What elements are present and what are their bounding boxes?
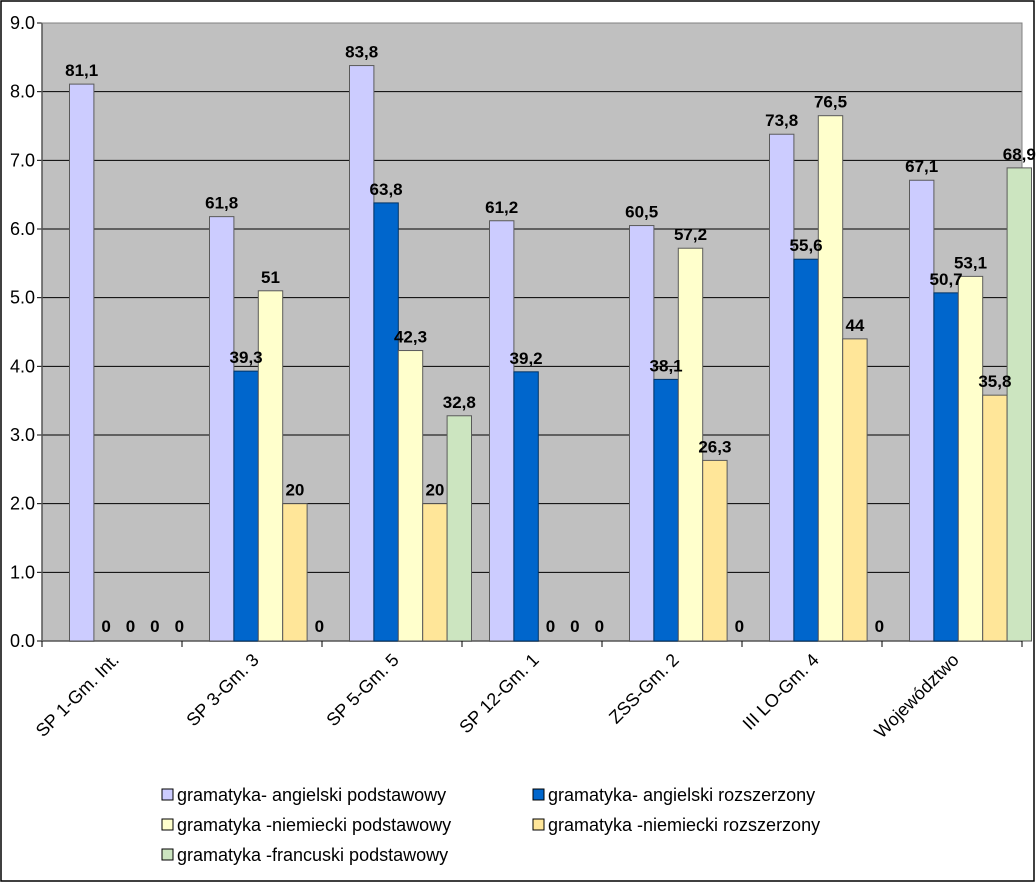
legend-label: gramatyka- angielski podstawowy (177, 785, 446, 805)
data-label: 60,5 (625, 203, 658, 222)
bar (257, 290, 284, 642)
bar (702, 459, 728, 642)
legend-swatch (532, 818, 545, 831)
data-label: 57,2 (674, 225, 707, 244)
legend-label: gramatyka- angielski rozszerzony (548, 785, 815, 805)
data-label: 0 (875, 617, 884, 636)
data-label: 51 (261, 268, 280, 287)
y-tick-label: 4.0 (10, 356, 35, 376)
bar (513, 371, 539, 642)
bar (793, 258, 819, 642)
data-label: 0 (315, 617, 324, 636)
data-label: 42,3 (394, 328, 427, 347)
bar (282, 503, 308, 642)
bar (233, 370, 259, 642)
legend-swatch (161, 848, 174, 861)
data-label: 38,1 (650, 356, 683, 375)
bar (1006, 167, 1032, 642)
legend-label: gramatyka -niemiecki rozszerzony (548, 815, 820, 835)
legend-swatch (532, 788, 545, 801)
bar (677, 247, 704, 642)
bar (209, 216, 235, 642)
data-label: 67,1 (905, 157, 938, 176)
bar (842, 338, 868, 642)
data-label: 32,8 (443, 393, 476, 412)
data-label: 20 (425, 481, 444, 500)
data-label: 76,5 (814, 93, 847, 112)
data-label: 0 (546, 617, 555, 636)
data-label: 81,1 (65, 61, 98, 80)
data-label: 0 (735, 617, 744, 636)
data-label: 26,3 (698, 437, 731, 456)
data-label: 61,8 (205, 194, 238, 213)
data-label: 73,8 (765, 111, 798, 130)
bar (629, 225, 655, 642)
bar (909, 179, 935, 642)
data-label: 35,8 (978, 372, 1011, 391)
bar (489, 220, 515, 642)
data-label: 0 (101, 617, 110, 636)
data-label: 20 (285, 481, 304, 500)
data-label: 68,9 (1003, 145, 1036, 164)
bar (982, 394, 1008, 642)
data-label: 44 (845, 316, 864, 335)
bar (933, 292, 959, 642)
y-tick-label: 2.0 (10, 494, 35, 514)
bar (769, 133, 795, 642)
bar (653, 378, 679, 642)
bar (957, 275, 984, 642)
y-tick-label: 9.0 (10, 13, 35, 33)
legend-label: gramatyka -francuski podstawowy (177, 845, 448, 865)
legend-swatch (161, 818, 174, 831)
data-label: 63,8 (370, 180, 403, 199)
data-label: 39,2 (510, 349, 543, 368)
legend-label: gramatyka -niemiecki podstawowy (177, 815, 451, 835)
y-tick-label: 1.0 (10, 562, 35, 582)
data-label: 39,3 (230, 348, 263, 367)
bar (373, 202, 399, 642)
data-label: 0 (595, 617, 604, 636)
bar (446, 415, 473, 642)
y-tick-label: 3.0 (10, 425, 35, 445)
legend-swatch (161, 788, 174, 801)
y-tick-label: 8.0 (10, 82, 35, 102)
y-tick-label: 0.0 (10, 631, 35, 651)
data-label: 0 (126, 617, 135, 636)
y-tick-label: 7.0 (10, 150, 35, 170)
y-tick-label: 6.0 (10, 219, 35, 239)
bar (349, 65, 375, 642)
data-label: 0 (150, 617, 159, 636)
bar (817, 115, 844, 642)
data-label: 50,7 (930, 270, 963, 289)
data-label: 53,1 (954, 253, 987, 272)
data-label: 0 (570, 617, 579, 636)
bar (69, 83, 95, 642)
data-label: 83,8 (345, 43, 378, 62)
bar (397, 350, 424, 642)
y-tick-label: 5.0 (10, 288, 35, 308)
bar (422, 503, 448, 642)
data-label: 61,2 (485, 198, 518, 217)
data-label: 0 (175, 617, 184, 636)
data-label: 55,6 (790, 236, 823, 255)
